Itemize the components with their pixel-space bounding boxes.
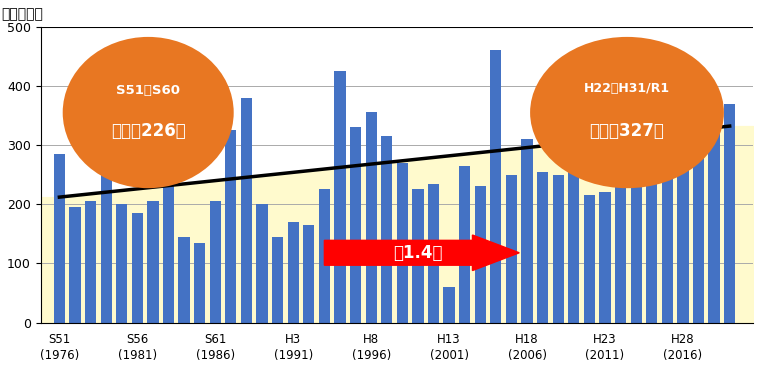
Bar — [179, 237, 190, 323]
Bar — [600, 192, 610, 323]
Bar — [225, 130, 236, 323]
Text: 平均約226回: 平均約226回 — [111, 122, 185, 140]
Bar — [475, 186, 486, 323]
Bar — [131, 213, 143, 323]
Bar — [553, 175, 564, 323]
Bar — [381, 136, 392, 323]
Bar — [506, 175, 517, 323]
Bar — [85, 201, 97, 323]
Text: H22～H31/R1: H22～H31/R1 — [584, 82, 670, 95]
Bar — [147, 201, 159, 323]
Bar — [256, 204, 268, 323]
Text: （回／年）: （回／年） — [2, 7, 43, 21]
Bar — [69, 207, 81, 323]
Bar — [116, 204, 128, 323]
Bar — [318, 189, 330, 323]
FancyArrow shape — [325, 235, 519, 270]
Bar — [677, 139, 689, 323]
Bar — [350, 127, 361, 323]
Bar — [693, 127, 704, 323]
Text: 平均約327回: 平均約327回 — [590, 122, 664, 140]
Bar — [194, 243, 205, 323]
Bar — [631, 107, 641, 323]
Bar — [444, 287, 454, 323]
Bar — [100, 145, 112, 323]
Text: S51～S60: S51～S60 — [116, 84, 180, 97]
Bar — [646, 163, 657, 323]
Bar — [303, 225, 315, 323]
Bar — [397, 163, 408, 323]
Bar — [459, 166, 470, 323]
Bar — [412, 189, 423, 323]
Bar — [490, 50, 502, 323]
Bar — [724, 104, 735, 323]
Bar — [287, 222, 299, 323]
Bar — [334, 71, 346, 323]
Bar — [615, 110, 626, 323]
Text: 約1.4倍: 約1.4倍 — [393, 244, 442, 262]
Bar — [428, 183, 439, 323]
Bar — [568, 145, 579, 323]
Bar — [366, 113, 377, 323]
Bar — [272, 237, 283, 323]
Bar — [163, 183, 174, 323]
Bar — [584, 195, 595, 323]
Bar — [54, 154, 65, 323]
Bar — [708, 115, 720, 323]
Bar — [210, 201, 221, 323]
Bar — [662, 142, 673, 323]
Bar — [537, 172, 548, 323]
Bar — [241, 98, 252, 323]
Bar — [521, 139, 533, 323]
